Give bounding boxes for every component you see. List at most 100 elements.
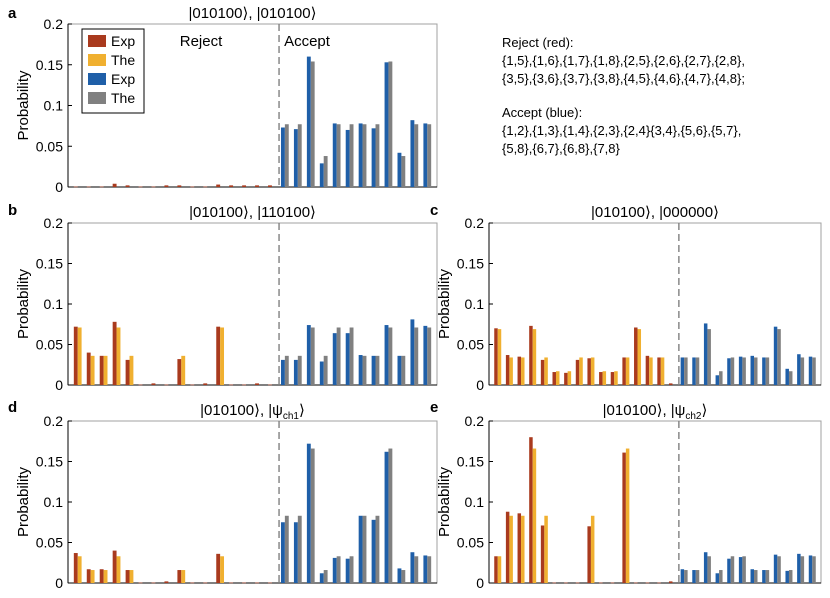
accept-theory-bar xyxy=(388,448,393,583)
accept-theory-bar xyxy=(730,556,735,583)
reject-exp-bar xyxy=(216,553,221,583)
y-axis-label: Probability xyxy=(436,268,453,339)
accept-line-1: {1,2},{1,3},{1,4},{2,3},{2,4}{3,4},{5,6}… xyxy=(502,123,742,138)
accept-exp-bar xyxy=(785,570,789,583)
reject-exp-bar xyxy=(112,183,117,187)
reject-exp-bar xyxy=(540,525,545,583)
y-axis-label: Probability xyxy=(15,70,32,141)
reject-theory-bar xyxy=(116,556,121,583)
y-tick-label: 0 xyxy=(55,179,63,195)
accept-theory-bar xyxy=(719,371,723,385)
y-tick-label: 0 xyxy=(476,377,484,393)
reject-exp-bar xyxy=(177,359,182,385)
accept-theory-bar xyxy=(788,371,793,385)
y-axis-label: Probability xyxy=(15,268,32,339)
accept-exp-bar xyxy=(738,356,743,385)
legend-label: The xyxy=(111,90,135,106)
reject-exp-bar xyxy=(86,569,91,583)
reject-theory-bar xyxy=(532,329,537,385)
accept-exp-bar xyxy=(738,557,743,583)
accept-exp-bar xyxy=(762,570,766,583)
reject-theory-bar xyxy=(90,355,95,385)
panel-letter: c xyxy=(430,202,438,219)
reject-exp-bar xyxy=(125,570,130,583)
y-tick-label: 0.05 xyxy=(36,138,63,154)
accept-exp-bar xyxy=(703,323,708,385)
reject-theory-bar xyxy=(660,357,665,385)
accept-exp-bar xyxy=(371,355,376,385)
reject-exp-bar xyxy=(99,355,104,385)
y-tick-label: 0.2 xyxy=(465,413,485,429)
legend-label: Exp xyxy=(111,71,135,87)
reject-theory-bar xyxy=(579,357,583,385)
accept-theory-bar xyxy=(695,570,700,583)
chart-panel-b: b |010100⟩, |110100⟩ 0 0.05 0.1 0.15 0.2 Probab… xyxy=(8,202,438,393)
y-tick-label: 0.05 xyxy=(36,535,63,551)
reject-theory-bar xyxy=(90,570,95,583)
accept-theory-bar xyxy=(284,515,289,583)
legend-label: The xyxy=(111,52,135,68)
accept-theory-bar xyxy=(684,357,688,385)
accept-exp-bar xyxy=(280,522,285,583)
accept-exp-bar xyxy=(397,355,402,385)
y-tick-label: 0 xyxy=(55,377,63,393)
y-tick-label: 0.1 xyxy=(44,494,64,510)
reject-exp-bar xyxy=(599,582,603,584)
legend: Exp The Exp The xyxy=(81,28,145,114)
reject-exp-bar xyxy=(505,355,510,385)
chart-title-main: |010100⟩, |110100⟩ xyxy=(189,204,316,221)
reject-theory-bar xyxy=(497,556,502,583)
reject-exp-bar xyxy=(242,582,247,584)
accept-exp-bar xyxy=(750,355,755,385)
accept-exp-bar xyxy=(423,123,428,187)
accept-exp-bar xyxy=(306,325,311,385)
plot-frame xyxy=(67,420,438,584)
reject-exp-bar xyxy=(255,185,259,187)
accept-exp-bar xyxy=(345,333,350,385)
accept-exp-bar xyxy=(358,123,363,187)
accept-theory-bar xyxy=(754,357,758,385)
accept-exp-bar xyxy=(280,127,285,187)
plot-frame xyxy=(488,222,822,386)
reject-exp-bar xyxy=(587,526,591,583)
reject-theory-bar xyxy=(116,327,121,385)
reject-theory-bar xyxy=(590,515,595,583)
reject-theory-bar xyxy=(555,371,560,385)
accept-heading: Accept (blue): xyxy=(502,105,583,120)
chart-title-main: |010100⟩, |010100⟩ xyxy=(189,5,317,22)
accept-theory-bar xyxy=(310,61,315,187)
accept-theory-bar xyxy=(427,327,432,385)
accept-theory-bar xyxy=(310,327,315,385)
accept-theory-bar xyxy=(336,124,341,187)
reject-exp-bar xyxy=(552,582,556,584)
accept-theory-bar xyxy=(742,357,746,385)
reject-exp-bar xyxy=(517,513,522,583)
chart-panel-d: d |010100⟩, |ψch1⟩ 0 0.05 0.1 0.15 0.2 Probabil… xyxy=(8,399,438,591)
reject-exp-bar xyxy=(216,184,221,187)
accept-theory-bar xyxy=(362,124,367,187)
reject-exp-bar xyxy=(203,582,208,584)
chart-panel-a: a |010100⟩, |010100⟩ 0 0.05 0.1 0.15 0.2 Probab… xyxy=(8,5,438,195)
reject-exp-bar xyxy=(645,355,650,385)
reject-theory-bar xyxy=(625,448,630,583)
legend-swatch xyxy=(88,92,106,104)
y-tick-label: 0.15 xyxy=(36,454,63,470)
reject-exp-bar xyxy=(634,582,638,584)
legend-swatch xyxy=(88,54,106,66)
y-axis-label: Probability xyxy=(15,466,32,537)
accept-theory-bar xyxy=(388,327,393,385)
reject-exp-bar xyxy=(138,582,143,584)
y-tick-label: 0.15 xyxy=(36,256,63,272)
reject-exp-bar xyxy=(73,326,78,385)
accept-theory-bar xyxy=(401,355,406,385)
y-tick-label: 0.15 xyxy=(457,256,484,272)
accept-exp-bar xyxy=(727,558,731,583)
accept-theory-bar xyxy=(812,556,816,583)
reject-exp-bar xyxy=(177,570,182,583)
reject-exp-bar xyxy=(645,582,650,584)
reject-exp-bar xyxy=(268,185,272,187)
accept-theory-bar xyxy=(336,556,341,583)
reject-heading: Reject (red): xyxy=(502,35,574,50)
y-tick-label: 0.15 xyxy=(457,454,484,470)
